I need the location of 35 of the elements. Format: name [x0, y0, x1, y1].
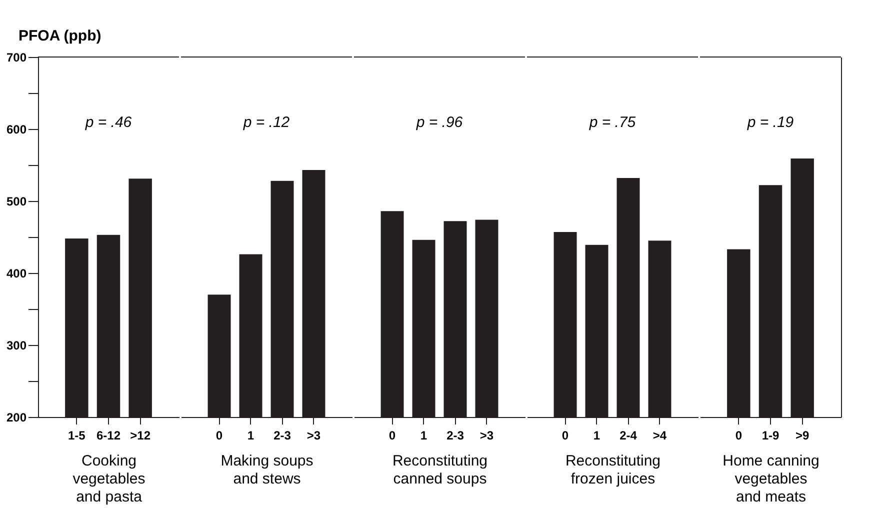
annotation: p = .12: [242, 114, 290, 131]
x-tick-label: 0: [735, 428, 742, 442]
x-tick-label: >3: [306, 428, 321, 442]
y-tick-label: 700: [6, 50, 27, 64]
x-axis-title: Reconstituting canned soups: [392, 452, 488, 488]
annotation: p = .75: [588, 114, 636, 131]
x-tick-label: >12: [130, 428, 151, 442]
x-tick-label: >4: [652, 428, 667, 442]
y-tick-label: 400: [6, 266, 27, 280]
x-tick-label: 6-12: [96, 428, 121, 442]
y-tick-label: 600: [6, 122, 27, 136]
x-tick-label: 1-9: [762, 428, 780, 442]
x-tick-label: >9: [795, 428, 810, 442]
y-tick-label: 500: [6, 194, 27, 208]
annotation: p = .46: [84, 114, 132, 131]
x-tick-label: 2-4: [620, 428, 638, 442]
x-tick-label: >3: [480, 428, 494, 442]
x-axis-title: Reconstituting frozen juices: [565, 452, 661, 488]
x-axis-title: Making soups and stews: [220, 452, 314, 488]
x-tick-label: 0: [216, 428, 223, 442]
annotation: p = .19: [746, 114, 794, 131]
y-tick-label: 300: [6, 338, 27, 352]
x-tick-label: 0: [388, 428, 396, 442]
y-tick-label: 200: [6, 410, 27, 424]
x-tick-label: 2-3: [274, 428, 292, 442]
annotation: p = .96: [415, 114, 464, 131]
x-tick-label: 1: [420, 428, 428, 442]
y-axis-title: PFOA (ppb): [18, 28, 102, 44]
x-tick-label: 0: [562, 428, 569, 442]
x-tick-label: 2-3: [446, 428, 464, 442]
x-tick-label: 1: [593, 428, 600, 442]
x-tick-label: 1-5: [68, 428, 86, 442]
x-axis-title: Cooking vegetables and pasta: [72, 452, 146, 506]
x-axis-title: Home canning vegetables and meats: [722, 452, 820, 506]
x-tick-label: 1: [247, 428, 254, 442]
